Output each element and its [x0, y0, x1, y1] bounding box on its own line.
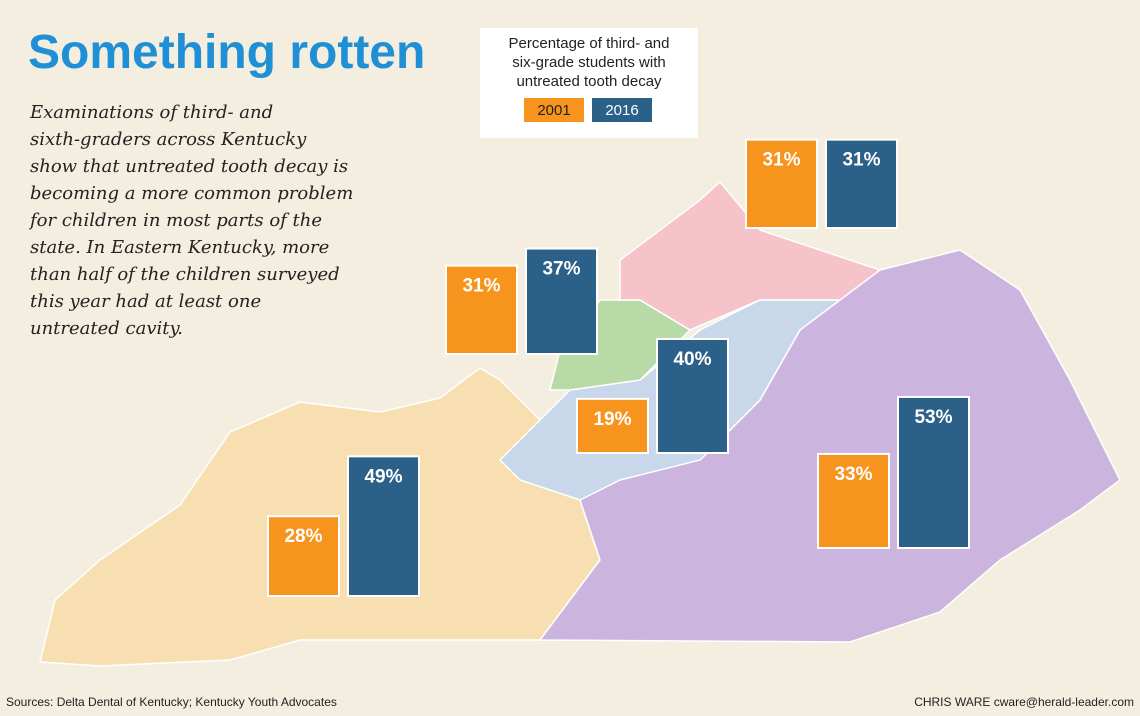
description-line: for children in most parts of the: [28, 210, 322, 231]
bar-label: 37%: [542, 259, 580, 280]
bar: [576, 397, 649, 455]
bar: [897, 395, 970, 550]
bar-label: 19%: [593, 409, 631, 430]
description-line: show that untreated tooth decay is: [30, 156, 348, 177]
bars: 28% 31% 19% 31% 33% 49% 37% 40% 31% 53%: [267, 138, 970, 598]
description-line: becoming a more common problem: [30, 183, 353, 204]
bar-label: 28%: [284, 526, 322, 547]
description-line: untreated cavity.: [30, 318, 183, 339]
description-line: sixth-graders across Kentucky: [30, 129, 307, 150]
bar-label: 31%: [462, 276, 500, 297]
description: Examinations of third- and sixth-graders …: [28, 102, 353, 339]
bar-label: 53%: [914, 407, 952, 428]
bar-label: 49%: [364, 466, 402, 487]
legend-swatch: [592, 98, 652, 122]
bar-label: 33%: [834, 464, 872, 485]
legend-items: Percentage of third- and six-grade studen…: [509, 35, 670, 122]
bar: [825, 138, 898, 229]
legend-label: 2016: [605, 102, 638, 119]
bar: [347, 455, 420, 597]
bar-label: 31%: [762, 150, 800, 171]
northern-region: [619, 180, 882, 331]
credit: CHRIS WARE cware@herald-leader.com: [914, 695, 1134, 709]
description-line: state. In Eastern Kentucky, more: [30, 237, 329, 258]
sources: Sources: Delta Dental of Kentucky; Kentu…: [6, 695, 337, 709]
legend: Percentage of third- and six-grade studen…: [480, 28, 698, 138]
legend-title: six-grade students with: [512, 54, 665, 71]
legend-box: [480, 28, 698, 138]
bar: [656, 338, 729, 454]
description-line: Examinations of third- and: [29, 102, 273, 123]
bar: [745, 138, 818, 229]
legend-title: untreated tooth decay: [516, 73, 662, 90]
bar: [267, 515, 340, 598]
bar-label: 31%: [842, 150, 880, 171]
bar: [525, 247, 598, 355]
description-line: than half of the children surveyed: [30, 264, 340, 285]
description-line: this year had at least one: [30, 291, 261, 312]
bar-label: 40%: [673, 349, 711, 370]
title: Something rotten: [28, 26, 425, 79]
legend-title: Percentage of third- and: [509, 35, 670, 52]
bar: [445, 264, 518, 355]
legend-swatch: [524, 98, 584, 122]
bar: [817, 452, 890, 550]
legend-label: 2001: [537, 102, 570, 119]
